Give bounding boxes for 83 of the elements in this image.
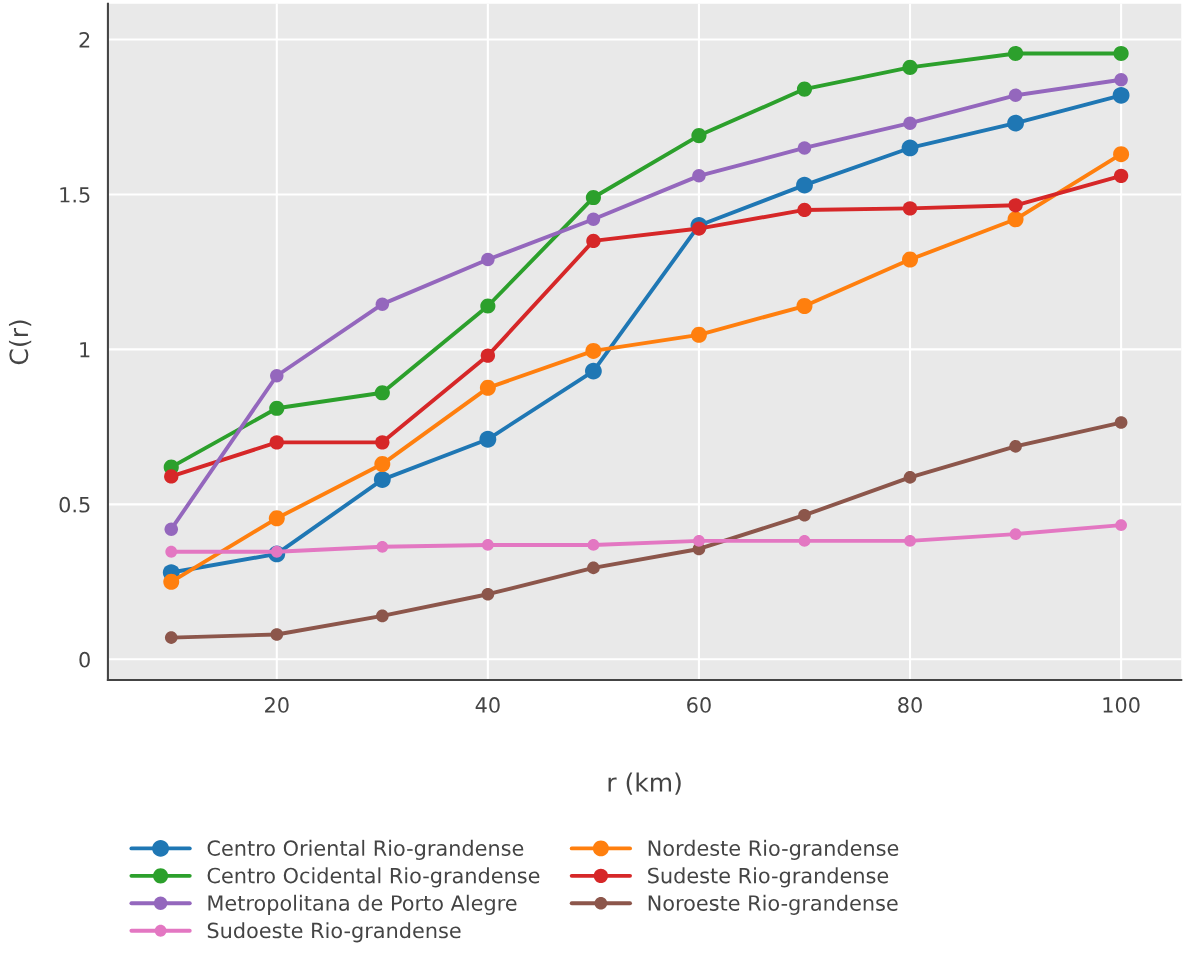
point [901,139,919,157]
point [1115,519,1127,532]
point [374,385,390,401]
legend-label: Metropolitana de Porto Alegre [208,894,517,915]
y-tick-label: 1.5 [60,187,90,203]
x-tick-label: 20 [265,697,289,713]
point [796,81,813,97]
point [481,539,494,551]
point [1008,88,1023,103]
point [902,201,918,216]
point [904,535,916,547]
point [373,471,391,488]
point [481,587,495,601]
point [692,169,706,183]
point [1007,45,1024,62]
y-tick-label: 2 [79,31,90,48]
point [798,508,811,522]
point [269,400,285,416]
point [1113,146,1130,163]
point [270,628,284,641]
point [796,176,813,194]
point [1007,211,1024,228]
point [1114,416,1128,429]
point [796,298,813,314]
point [165,545,178,558]
legend-label: Noroeste Rio-grandense [648,894,898,915]
x-tick-label: 100 [1103,697,1140,713]
legend-label: Nordeste Rio-grandense [648,839,899,861]
point [375,435,390,450]
point [691,128,707,144]
point [797,202,812,218]
point [1007,114,1024,132]
x-tick-label: 80 [898,697,922,713]
legend-label: Centro Ocidental Rio-grandense [207,867,540,888]
point [586,233,601,249]
point [479,379,496,396]
point [586,212,601,226]
point [903,471,917,484]
point [479,430,497,448]
point [1009,440,1022,453]
point [269,435,284,450]
point [375,297,390,311]
x-tick-label: 60 [687,697,711,713]
y-tick-label: 0.5 [59,496,90,513]
point [691,221,707,236]
point [163,573,180,590]
point [268,510,285,527]
point [587,561,600,575]
y-tick-label: 0 [79,651,90,668]
point [480,298,496,314]
point [1008,198,1023,213]
x-axis-title: r (km) [608,772,681,795]
x-tick-label: 40 [475,697,500,713]
point [1113,45,1129,62]
legend-label: Sudeste Rio-grandense [648,867,889,888]
point [903,116,917,130]
point [797,141,812,155]
point [690,326,707,343]
y-axis-title: C(r) [8,320,32,365]
point [376,609,389,623]
point [164,631,178,644]
point [585,342,602,359]
point [1114,73,1128,87]
point [1112,86,1130,104]
point [902,59,918,75]
point [587,539,600,551]
point [164,469,179,484]
legend-label: Sudoeste Rio-grandense [207,922,461,943]
point [1009,528,1022,540]
point [164,522,178,536]
point [798,535,811,547]
point [693,535,705,547]
legend-label: Centro Oriental Rio-grandense [207,839,524,861]
point [902,251,919,268]
point [1113,168,1129,184]
point [480,348,496,363]
point [376,540,389,553]
point [585,189,601,206]
point [374,456,391,473]
point [270,369,284,383]
point [585,362,602,380]
point [481,252,495,267]
y-tick-label: 1 [80,342,90,358]
